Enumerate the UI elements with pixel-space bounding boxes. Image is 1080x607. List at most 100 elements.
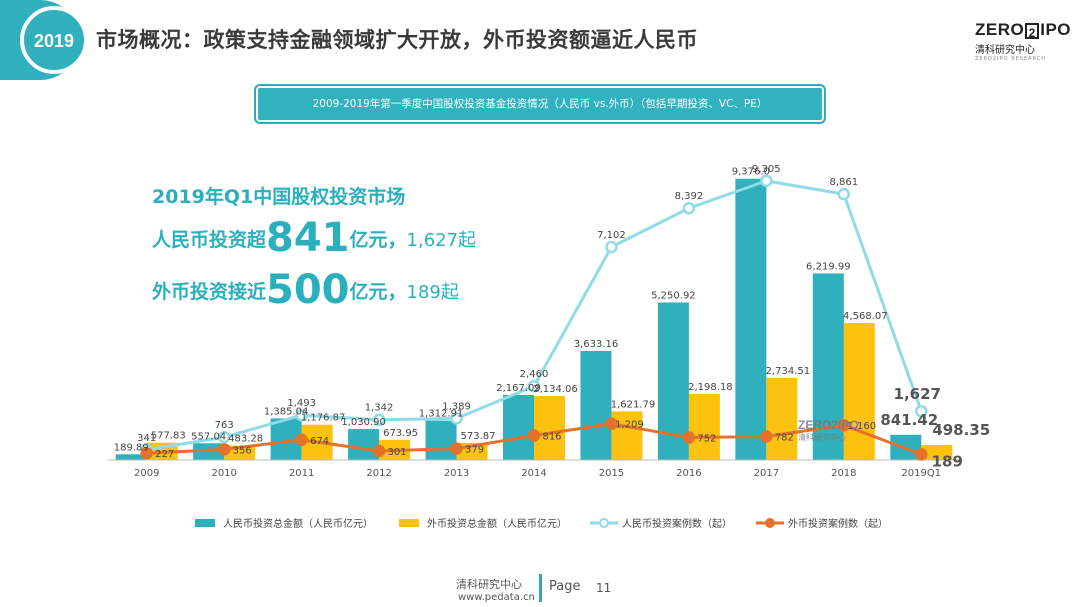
label-rmb-amount-2009: 189.89 xyxy=(114,442,149,453)
point-rmb-count-2016 xyxy=(682,201,696,215)
label-rmb-amount-2010: 557.04 xyxy=(191,431,226,442)
bar-rmb-amount-2010 xyxy=(193,443,225,460)
bar-fx-amount-2017 xyxy=(766,377,798,460)
footer-separator xyxy=(539,574,542,602)
point-fx-count-2016 xyxy=(682,431,696,444)
point-rmb-count-2014 xyxy=(527,379,541,393)
point-fx-count-2013 xyxy=(450,442,463,455)
footer-url-link[interactable]: www.pedata.cn xyxy=(458,592,535,603)
label-fx-count-2010: 356 xyxy=(233,445,252,456)
label-rmb-count-2014: 2,460 xyxy=(520,369,549,380)
legend-label-rmb-amount: 人民币投资总金额（人民币亿元） xyxy=(223,517,373,530)
label-fx-count-2013: 379 xyxy=(465,445,484,456)
legend-label-fx-amount: 外币投资总金额（人民币亿元） xyxy=(427,517,567,530)
label-rmb-count-2012: 1,342 xyxy=(365,403,394,414)
label-rmb-amount-2015: 3,633.16 xyxy=(574,339,619,350)
point-fx-count-2012 xyxy=(372,444,386,458)
legend-item-fx-count: 外币投资案例数（起） xyxy=(756,517,888,530)
legend-label-fx-count: 外币投资案例数（起） xyxy=(788,517,888,530)
watermark-sub: 清科研究中心 xyxy=(798,433,846,442)
label-rmb-count-2011: 1,493 xyxy=(287,398,316,409)
label-fx-count-2009: 227 xyxy=(155,449,174,460)
point-rmb-count-2011 xyxy=(295,408,308,422)
chart-subtitle-bar: 2009-2019年第一季度中国股权投资基金投资情况（人民币 vs.外币）（包括… xyxy=(254,84,826,124)
x-tick-2016: 2016 xyxy=(676,468,701,479)
label-fx-count-2015: 1,209 xyxy=(615,420,644,431)
x-tick-2018: 2018 xyxy=(831,468,856,479)
point-fx-count-2019Q1 xyxy=(915,448,928,461)
label-rmb-count-2013: 1,389 xyxy=(442,401,471,412)
bar-fx-amount-2015 xyxy=(611,411,643,460)
bar-rmb-amount-2013 xyxy=(425,420,457,460)
label-fx-amount-2018: 4,568.07 xyxy=(843,311,888,322)
label-fx-amount-2011: 1,176.87 xyxy=(301,413,346,424)
page-title: 市场概况：政策支持金融领域扩大开放，外币投资额逼近人民币 xyxy=(96,28,698,52)
label-fx-count-2011: 674 xyxy=(310,436,329,447)
rmb-unit: 亿元， xyxy=(349,229,407,251)
label-rmb-amount-2019Q1: 841.42 xyxy=(880,411,938,429)
label-rmb-count-2019Q1: 1,627 xyxy=(894,385,941,403)
point-rmb-count-2019Q1 xyxy=(915,404,928,418)
fx-count: 189起 xyxy=(406,282,459,303)
watermark-main: ZERO2IPO xyxy=(798,418,859,432)
x-tick-2012: 2012 xyxy=(366,468,391,479)
label-fx-count-2017: 782 xyxy=(775,433,794,444)
x-tick-layer: 2009 2010 2011 2012 2013 2014 2015 2016 2017 2018… xyxy=(134,468,941,479)
point-fx-count-2010 xyxy=(217,443,231,456)
logo-right: IPO xyxy=(1040,20,1072,39)
point-fx-count-2014 xyxy=(527,429,541,442)
legend-item-rmb-count: 人民币投资案例数（起） xyxy=(590,517,732,530)
zero2ipo-logo: ZERO 2 IPO 清科研究中心 ZERO2IPO RESEARCH xyxy=(975,20,1071,62)
label-fx-amount-2012: 673.95 xyxy=(383,428,418,439)
label-rmb-amount-2012: 1,030.90 xyxy=(341,417,386,428)
point-fx-count-2009 xyxy=(140,446,153,460)
label-fx-amount-2010: 483.28 xyxy=(228,434,263,445)
point-rmb-count-2013 xyxy=(450,412,463,425)
rmb-prefix: 人民币投资超 xyxy=(152,229,267,251)
rmb-count: 1,627起 xyxy=(406,230,477,251)
label-fx-amount-2014: 2,134.06 xyxy=(533,384,578,395)
legend-marker-fx-count xyxy=(765,518,775,528)
fx-prefix: 外币投资接近 xyxy=(152,281,267,303)
badge-circle xyxy=(20,6,88,74)
label-fx-amount-2015: 1,621.79 xyxy=(611,399,656,410)
x-tick-2015: 2015 xyxy=(599,468,624,479)
bar-rmb-amount-2015 xyxy=(580,351,612,460)
label-rmb-amount-2016: 5,250.92 xyxy=(651,290,696,301)
bar-fx-amount-2019Q1 xyxy=(921,445,953,460)
logo-left: ZERO xyxy=(975,20,1025,39)
rmb-big-number: 841 xyxy=(266,215,350,261)
x-tick-2011: 2011 xyxy=(289,468,314,479)
label-fx-count-2019Q1: 189 xyxy=(932,452,963,470)
legend: 人民币投资总金额（人民币亿元） 外币投资总金额（人民币亿元） 人民币投资案例数（起）… xyxy=(195,517,888,530)
bar-rmb-amount-2012 xyxy=(348,429,380,460)
legend-item-fx-amount: 外币投资总金额（人民币亿元） xyxy=(399,517,567,530)
label-fx-amount-2019Q1: 498.35 xyxy=(932,421,990,439)
line-series-fx-count xyxy=(140,417,928,461)
point-fx-count-2017 xyxy=(760,430,773,443)
highlight-heading: 2019年Q1中国股权投资市场 xyxy=(152,186,406,208)
bar-rmb-amount-2017 xyxy=(735,178,767,460)
label-fx-amount-2013: 573.87 xyxy=(461,431,496,442)
x-tick-2010: 2010 xyxy=(211,468,236,479)
badge-text: 2019 xyxy=(34,31,74,51)
highlight-fx-row: 外币投资接近500亿元，189起 xyxy=(152,267,476,313)
label-fx-count-2016: 752 xyxy=(697,433,716,444)
point-rmb-count-2010 xyxy=(217,430,231,444)
logo-wordmark: ZERO 2 IPO xyxy=(975,20,1071,40)
label-fx-count-2012: 301 xyxy=(388,447,407,458)
label-fx-amount-2017: 2,734.51 xyxy=(766,366,811,377)
label-rmb-count-2015: 7,102 xyxy=(597,230,626,241)
point-rmb-count-2018 xyxy=(837,187,851,201)
label-rmb-count-2009: 341 xyxy=(137,433,156,444)
x-tick-2017: 2017 xyxy=(754,468,779,479)
x-tick-2014: 2014 xyxy=(521,468,546,479)
point-rmb-count-2012 xyxy=(372,413,386,426)
chart-watermark: ZERO2IPO 清科研究中心 xyxy=(798,418,859,443)
label-fx-count-2014: 816 xyxy=(542,432,561,443)
label-rmb-count-2018: 8,861 xyxy=(829,177,858,188)
bar-fx-amount-2014 xyxy=(534,395,565,460)
bar-rmb-amount-2014 xyxy=(503,394,534,460)
